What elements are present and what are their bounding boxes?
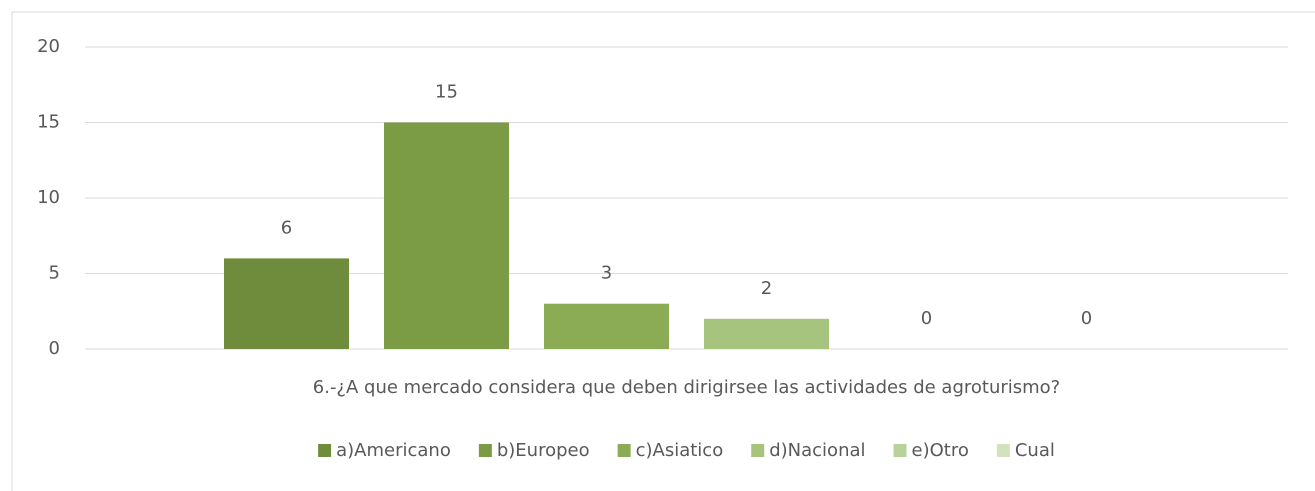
legend-swatch xyxy=(478,444,492,457)
chart-frame xyxy=(11,11,1315,491)
legend-label: Cual xyxy=(1015,440,1055,461)
data-label: 2 xyxy=(761,278,772,299)
bar xyxy=(384,122,509,349)
legend-label: e)Otro xyxy=(912,440,969,461)
y-tick-label: 0 xyxy=(49,338,60,359)
bar xyxy=(544,303,669,349)
legend-swatch xyxy=(996,444,1010,457)
legend-label: c)Asiatico xyxy=(636,440,724,461)
data-label: 6 xyxy=(281,217,292,238)
y-tick-label: 10 xyxy=(37,187,60,208)
bar xyxy=(704,318,829,349)
legend-label: d)Nacional xyxy=(769,440,865,461)
data-label: 0 xyxy=(921,308,932,329)
data-label: 15 xyxy=(435,82,458,103)
y-tick-label: 5 xyxy=(49,263,60,284)
x-category-label: 6.-¿A que mercado considera que deben di… xyxy=(313,377,1060,398)
y-tick-label: 20 xyxy=(37,36,60,57)
legend-swatch xyxy=(318,444,332,457)
y-tick-label: 15 xyxy=(37,112,60,133)
legend-swatch xyxy=(751,444,765,457)
data-label: 0 xyxy=(1081,308,1092,329)
legend-label: b)Europeo xyxy=(497,440,590,461)
bar xyxy=(224,258,349,349)
legend-label: a)Americano xyxy=(336,440,451,461)
legend-swatch xyxy=(617,444,631,457)
data-label: 3 xyxy=(601,263,612,284)
legend-swatch xyxy=(893,444,907,457)
